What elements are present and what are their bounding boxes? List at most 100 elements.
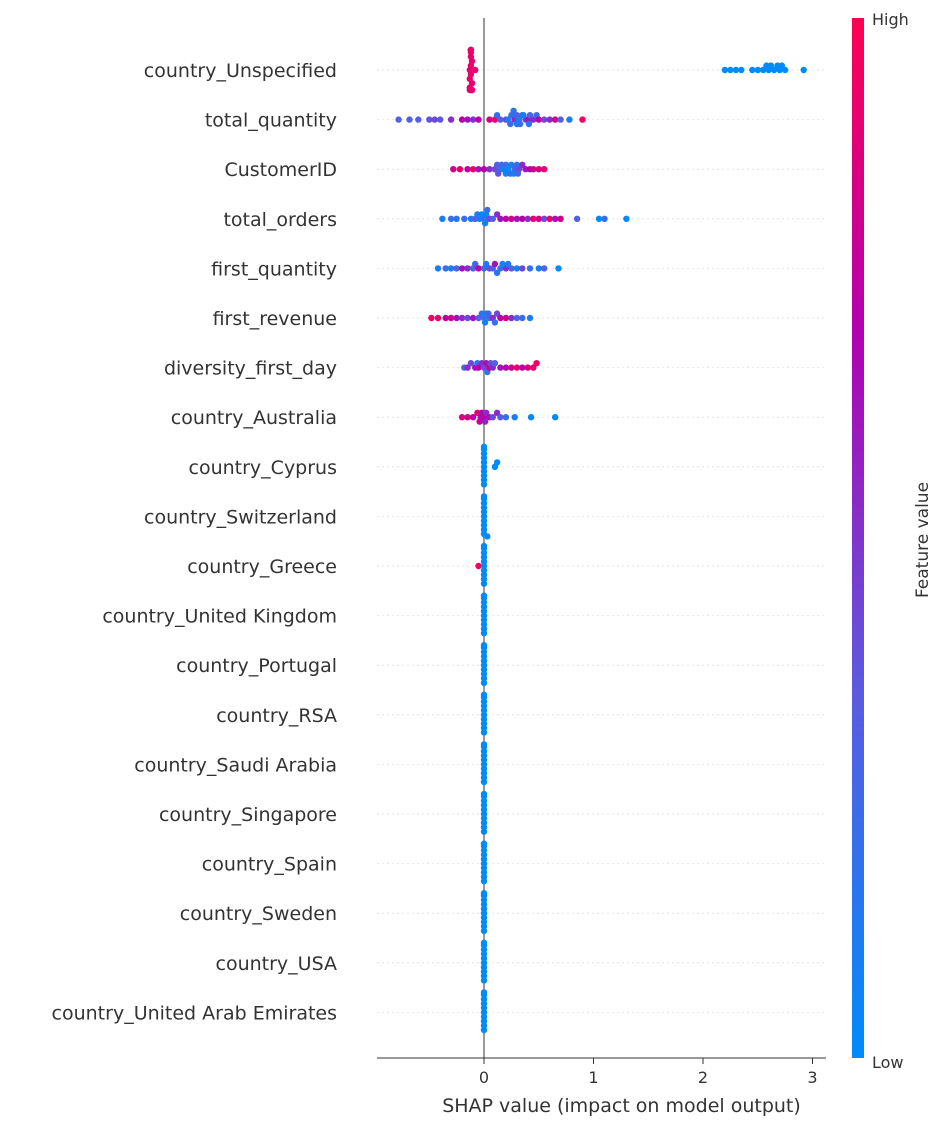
colorbar-title: Feature value — [913, 482, 933, 598]
point-country-unspecified-23 — [754, 66, 761, 74]
point-country-switzerland-0 — [480, 513, 488, 520]
point-total-quantity-31 — [557, 116, 564, 123]
point-country-usa-9 — [480, 939, 488, 946]
point-country-greece-0 — [480, 562, 488, 570]
point-customerid-8 — [493, 161, 501, 168]
point-total-quantity-24 — [526, 112, 534, 119]
point-first-quantity-3 — [453, 265, 460, 272]
point-total-orders-31 — [484, 206, 491, 214]
point-first-quantity-23 — [499, 260, 506, 268]
point-first-quantity-2 — [447, 265, 455, 272]
colorbar: High Low Feature value — [852, 10, 933, 1072]
point-country-usa-1 — [480, 955, 488, 962]
point-country-unspecified-19 — [727, 66, 734, 74]
point-first-quantity-12 — [491, 260, 499, 268]
feature-label-total-quantity: total_quantity — [205, 110, 337, 132]
point-country-australia-13 — [527, 414, 535, 421]
point-country-australia-17 — [476, 418, 483, 425]
point-first-revenue-15 — [502, 314, 510, 322]
point-country-sweden-1 — [480, 905, 488, 912]
point-country-saudi-arabia-4 — [480, 770, 488, 777]
point-country-saudi-arabia-6 — [480, 774, 488, 781]
point-total-quantity-13 — [493, 112, 501, 119]
point-total-orders-14 — [508, 215, 515, 222]
point-country-australia-12 — [511, 414, 518, 421]
point-country-usa-8 — [480, 977, 488, 984]
feature-label-total-orders: total_orders — [223, 209, 337, 231]
point-total-quantity-8 — [464, 116, 471, 123]
point-country-portugal-5 — [480, 648, 488, 656]
point-country-switzerland-2 — [480, 517, 488, 524]
point-customerid-2 — [464, 166, 471, 173]
point-first-quantity-7 — [475, 265, 482, 272]
point-country-singapore-0 — [480, 810, 488, 818]
point-country-unspecified-22 — [749, 66, 756, 74]
point-total-orders-11 — [493, 211, 501, 218]
point-total-quantity-28 — [541, 116, 548, 123]
point-country-cyprus-9 — [480, 443, 488, 450]
point-country-greece-8 — [480, 580, 488, 587]
point-first-revenue-18 — [519, 314, 526, 322]
point-total-quantity-3 — [426, 116, 433, 123]
point-country-unspecified-27 — [771, 66, 778, 74]
feature-label-country-united-arab-emirates: country_United Arab Emirates — [52, 1002, 337, 1024]
point-country-united-arab-emirates-6 — [480, 1022, 488, 1029]
point-country-united-kingdom-5 — [480, 599, 488, 606]
point-country-saudi-arabia-5 — [480, 748, 488, 755]
point-country-cyprus-5 — [480, 450, 488, 457]
point-total-orders-2 — [453, 215, 460, 222]
point-country-cyprus-8 — [480, 481, 488, 488]
point-first-revenue-2 — [442, 314, 449, 322]
point-country-singapore-6 — [480, 824, 488, 831]
data-points — [395, 46, 807, 1034]
feature-label-country-switzerland: country_Switzerland — [144, 506, 337, 528]
point-customerid-17 — [519, 161, 526, 168]
point-country-greece-4 — [480, 571, 488, 578]
point-first-quantity-9 — [483, 260, 490, 268]
point-country-unspecified-26 — [767, 62, 775, 69]
point-total-orders-16 — [519, 215, 526, 222]
point-total-orders-26 — [601, 215, 608, 222]
point-country-spain-0 — [480, 860, 488, 867]
point-diversity-first-day-17 — [530, 364, 537, 371]
point-total-quantity-2 — [415, 116, 422, 123]
feature-label-country-saudi-arabia: country_Saudi Arabia — [134, 754, 337, 776]
point-country-portugal-3 — [480, 653, 488, 660]
feature-label-country-australia: country_Australia — [171, 407, 337, 429]
point-country-greece-5 — [480, 549, 488, 556]
point-customerid-0 — [450, 166, 457, 173]
point-country-unspecified-17 — [472, 66, 479, 74]
point-country-sweden-8 — [480, 927, 488, 934]
point-country-spain-4 — [480, 869, 488, 876]
point-country-united-arab-emirates-9 — [480, 989, 488, 996]
feature-label-country-spain: country_Spain — [202, 854, 337, 876]
point-customerid-4 — [475, 166, 482, 173]
point-country-greece-6 — [480, 576, 488, 583]
point-total-quantity-14 — [497, 116, 504, 123]
point-country-cyprus-6 — [480, 476, 488, 484]
point-total-quantity-9 — [469, 116, 477, 123]
point-country-australia-3 — [474, 409, 481, 416]
point-country-sweden-9 — [480, 890, 488, 897]
point-country-unspecified-18 — [721, 66, 729, 74]
point-first-revenue-19 — [526, 314, 534, 322]
point-diversity-first-day-14 — [513, 364, 521, 371]
point-first-revenue-6 — [464, 314, 471, 322]
point-country-spain-1 — [480, 856, 488, 863]
x-axis-title: SHAP value (impact on model output) — [442, 1095, 801, 1117]
point-country-cyprus-2 — [480, 468, 488, 475]
point-country-united-kingdom-0 — [480, 612, 488, 619]
feature-label-country-cyprus: country_Cyprus — [189, 457, 337, 479]
point-country-usa-2 — [480, 964, 488, 971]
point-diversity-first-day-4 — [475, 364, 482, 371]
point-total-orders-22 — [552, 215, 559, 222]
point-total-quantity-33 — [579, 116, 586, 123]
point-country-sweden-2 — [480, 914, 488, 921]
point-country-united-kingdom-4 — [480, 621, 488, 628]
point-total-orders-12 — [497, 215, 504, 222]
colorbar-low-label: Low — [872, 1053, 904, 1072]
point-country-australia-14 — [552, 414, 559, 421]
point-country-united-arab-emirates-0 — [480, 1009, 488, 1016]
point-country-united-kingdom-2 — [480, 616, 488, 624]
